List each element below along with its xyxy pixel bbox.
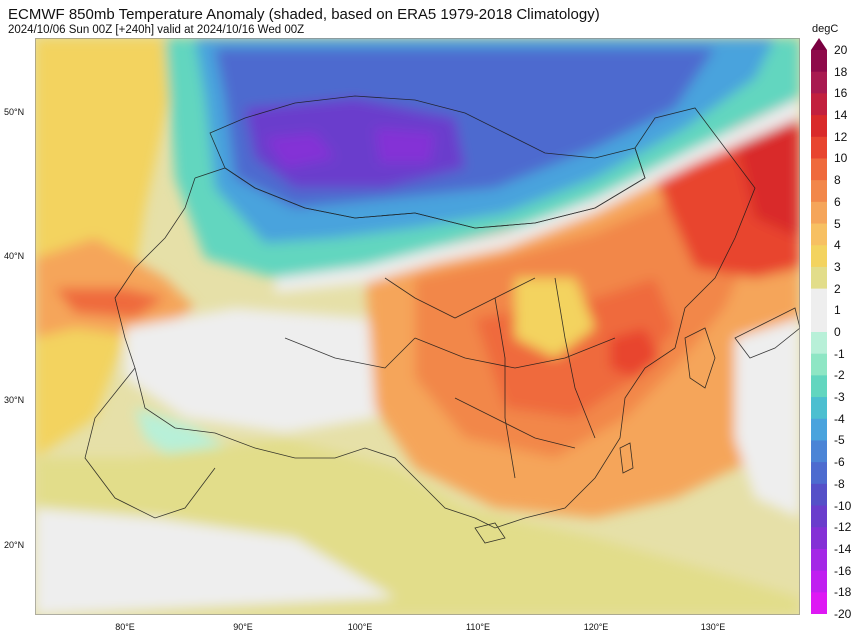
colorbar-swatch: [811, 201, 827, 225]
cold-core-inner-2: [375, 128, 435, 163]
lat-label-40: 40°N: [4, 251, 25, 261]
colorbar-tick-label: 8: [834, 173, 841, 188]
map-title: ECMWF 850mb Temperature Anomaly (shaded,…: [8, 6, 600, 23]
colorbar: [811, 38, 827, 614]
lon-label-90: 90°E: [233, 622, 253, 632]
colorbar-swatch: [811, 288, 827, 311]
colorbar-swatch: [811, 440, 827, 463]
japan-outline: [734, 307, 800, 359]
lon-label-130: 130°E: [700, 622, 726, 632]
colorbar-tick-label: 20: [834, 43, 848, 57]
map-frame: [35, 38, 800, 615]
colorbar-swatch: [811, 505, 827, 528]
colorbar-swatch: [811, 136, 827, 159]
coastal-warm-spot: [610, 328, 660, 378]
colorbar-tick-label: 14: [834, 108, 848, 123]
colorbar-swatch: [811, 483, 827, 507]
colorbar-tick-label: -2: [834, 368, 845, 383]
colorbar-tick-label: 2: [834, 281, 841, 296]
colorbar-swatch: [811, 353, 827, 376]
colorbar-swatch: [811, 71, 827, 94]
colorbar-swatch: [811, 266, 827, 290]
colorbar-swatch: [811, 93, 827, 116]
china-south-border: [114, 177, 476, 519]
colorbar-unit: degC: [812, 23, 839, 35]
colorbar-tick-label: 18: [834, 64, 848, 79]
colorbar-tick-label: -4: [834, 411, 845, 426]
china-coast: [474, 347, 676, 529]
cold-core-inner-1: [265, 133, 335, 168]
colorbar-tick-label: 6: [834, 194, 841, 209]
pacific-neutral: [735, 318, 800, 518]
colorbar-tick-label: -1: [834, 346, 845, 361]
province-lines-6: [284, 337, 416, 369]
province-lines-4: [494, 297, 516, 479]
west-red-patch: [55, 288, 165, 318]
colorbar-swatch: [811, 527, 827, 550]
colorbar-swatch: [811, 592, 827, 614]
hainan-outline: [474, 522, 506, 544]
taiwan-outline: [619, 442, 634, 474]
map-subtitle: 2024/10/06 Sun 00Z [+240h] valid at 2024…: [8, 24, 305, 36]
colorbar-tick-label: 16: [834, 86, 848, 101]
lat-label-20: 20°N: [4, 540, 25, 550]
lat-label-50: 50°N: [4, 107, 25, 117]
colorbar-swatch: [811, 397, 827, 420]
colorbar-tick-label: -5: [834, 433, 845, 448]
colorbar-tick-label: -10: [834, 498, 852, 513]
manchuria-hot: [735, 108, 800, 238]
colorbar-swatch: [811, 50, 827, 73]
colorbar-tick-label: -6: [834, 455, 845, 470]
colorbar-swatch: [811, 223, 827, 246]
colorbar-tick-label: 4: [834, 238, 841, 253]
boundary-neutral-band: [275, 98, 800, 293]
province-lines-1: [384, 277, 536, 319]
colorbar-arrow: [811, 38, 827, 50]
colorbar-tick-label: -16: [834, 563, 852, 578]
colorbar-swatch: [811, 548, 827, 572]
colorbar-tick-label: -12: [834, 520, 852, 535]
tibet-neutral-region: [125, 308, 395, 433]
province-lines-5: [554, 277, 596, 439]
colorbar-swatch: [811, 180, 827, 203]
colorbar-tick-label: -18: [834, 585, 852, 600]
colorbar-tick-label: 5: [834, 216, 841, 231]
central-yellow-patch: [515, 278, 595, 358]
lon-label-80: 80°E: [115, 622, 135, 632]
korea-outline: [684, 327, 716, 389]
colorbar-swatch: [811, 310, 827, 333]
borders: [84, 95, 800, 544]
cold-core: [245, 98, 465, 188]
colorbar-tick-label: -20: [834, 607, 852, 621]
province-lines-2: [414, 337, 616, 369]
colorbar-swatch: [811, 245, 827, 268]
lon-label-110: 110°E: [466, 622, 490, 632]
colorbar-swatch: [811, 375, 827, 398]
colorbar-tick-label: -14: [834, 541, 852, 556]
colorbar-swatch: [811, 462, 827, 485]
lon-label-100: 100°E: [347, 622, 373, 632]
colorbar-swatch: [811, 570, 827, 593]
lon-label-120: 120°E: [583, 622, 609, 632]
colorbar-tick-label: -3: [834, 390, 845, 405]
china-north-border: [194, 107, 756, 349]
temperature-anomaly-map: [35, 38, 800, 615]
colorbar-tick-label: 12: [834, 129, 848, 144]
colorbar-swatch: [811, 332, 827, 355]
colorbar-tick-label: 1: [834, 303, 841, 318]
colorbar-swatch: [811, 115, 827, 138]
colorbar-tick-label: 3: [834, 259, 841, 274]
province-lines-3: [454, 397, 576, 449]
colorbar-tick-label: 10: [834, 151, 848, 166]
colorbar-tick-label: 0: [834, 325, 841, 339]
colorbar-swatch: [811, 158, 827, 181]
colorbar-swatch: [811, 418, 827, 441]
lat-label-30: 30°N: [4, 395, 25, 405]
colorbar-tick-label: -8: [834, 476, 845, 491]
india-border: [84, 367, 216, 519]
far-south-neutral: [35, 508, 395, 615]
